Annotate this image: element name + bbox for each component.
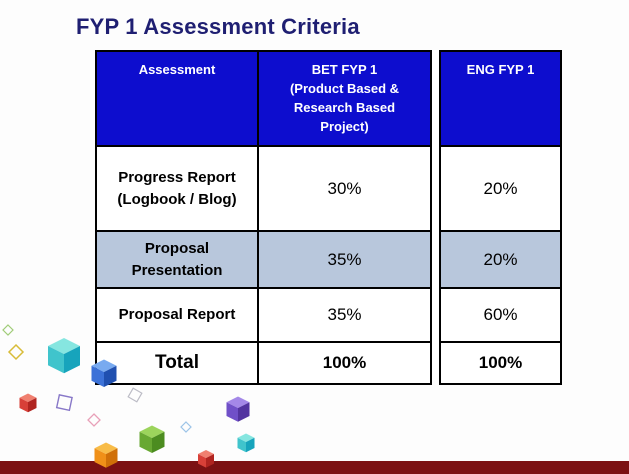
decorative-cubes-graphic bbox=[2, 324, 255, 468]
bet-value-proposal-presentation: 35% bbox=[257, 230, 432, 289]
row-label-proposal-presentation: Proposal Presentation bbox=[95, 230, 259, 289]
bet-value-total: 100% bbox=[257, 341, 432, 385]
eng-value-progress-report: 20% bbox=[439, 145, 562, 232]
table-row-total: 100% bbox=[439, 341, 562, 385]
eng-value-proposal-report: 60% bbox=[439, 287, 562, 343]
table-row: 20% bbox=[439, 230, 562, 289]
bet-value-progress-report: 30% bbox=[257, 145, 432, 232]
table-row: 20% bbox=[439, 145, 562, 232]
table-row: Progress Report (Logbook / Blog) 30% bbox=[95, 145, 432, 232]
table-header-row: ENG FYP 1 bbox=[439, 50, 562, 147]
table-row: Proposal Presentation 35% bbox=[95, 230, 432, 289]
row-label-proposal-report: Proposal Report bbox=[95, 287, 259, 343]
eng-value-total: 100% bbox=[439, 341, 562, 385]
table-row: 60% bbox=[439, 287, 562, 343]
assessment-tables: Assessment BET FYP 1 (Product Based & Re… bbox=[95, 50, 562, 385]
header-bet-subtitle: (Product Based & Research Based Project) bbox=[289, 80, 400, 134]
bet-value-proposal-report: 35% bbox=[257, 287, 432, 343]
row-label-progress-report: Progress Report (Logbook / Blog) bbox=[95, 145, 259, 232]
bet-assessment-table: Assessment BET FYP 1 (Product Based & Re… bbox=[95, 50, 432, 385]
eng-value-proposal-presentation: 20% bbox=[439, 230, 562, 289]
header-assessment: Assessment bbox=[95, 50, 259, 147]
header-bet-title: BET FYP 1 bbox=[311, 62, 378, 77]
header-eng-fyp1: ENG FYP 1 bbox=[439, 50, 562, 147]
table-row-total: Total 100% bbox=[95, 341, 432, 385]
eng-assessment-table: ENG FYP 1 20% 20% 60% 100% bbox=[439, 50, 562, 385]
row-label-total: Total bbox=[95, 341, 259, 385]
header-bet-fyp1: BET FYP 1 (Product Based & Research Base… bbox=[257, 50, 432, 147]
table-row: Proposal Report 35% bbox=[95, 287, 432, 343]
slide-footer-bar bbox=[0, 461, 629, 474]
table-header-row: Assessment BET FYP 1 (Product Based & Re… bbox=[95, 50, 432, 147]
slide-title: FYP 1 Assessment Criteria bbox=[76, 14, 360, 39]
